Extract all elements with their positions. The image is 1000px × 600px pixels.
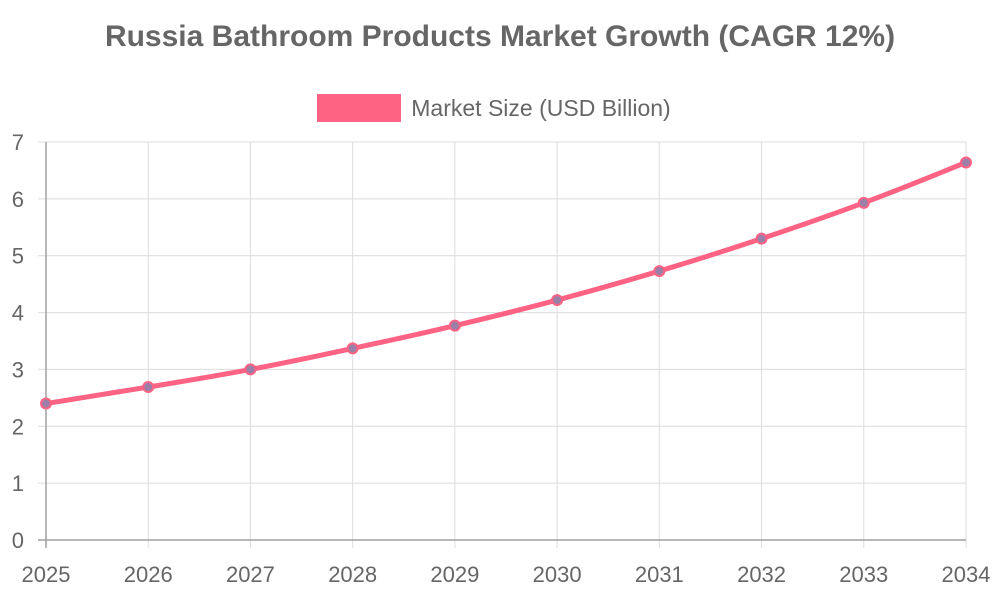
y-tick-label: 2 bbox=[12, 414, 24, 439]
x-tick-label: 2034 bbox=[942, 562, 991, 587]
data-point bbox=[346, 342, 359, 355]
data-point bbox=[142, 381, 155, 394]
x-tick-label: 2026 bbox=[124, 562, 173, 587]
tick-labels: 0 1 2 3 4 5 6 7 2025 2026 2027 2028 2029 2030 2031 2032… bbox=[12, 130, 991, 587]
axes bbox=[38, 142, 966, 548]
y-tick-label: 1 bbox=[12, 471, 24, 496]
series-line bbox=[43, 159, 969, 407]
data-point bbox=[244, 363, 257, 376]
y-tick-label: 3 bbox=[12, 357, 24, 382]
grid bbox=[38, 141, 967, 548]
series bbox=[40, 156, 972, 410]
legend-swatch bbox=[317, 94, 402, 122]
data-point bbox=[755, 232, 768, 245]
x-tick-label: 2032 bbox=[737, 562, 786, 587]
legend[interactable]: Market Size (USD Billion) bbox=[0, 94, 1000, 122]
data-point bbox=[960, 156, 972, 169]
x-tick-label: 2030 bbox=[533, 562, 582, 587]
x-tick-label: 2033 bbox=[839, 562, 888, 587]
chart-title: Russia Bathroom Products Market Growth (… bbox=[104, 20, 896, 53]
y-tick-label: 4 bbox=[12, 301, 24, 326]
data-point bbox=[653, 265, 666, 278]
y-tick-label: 5 bbox=[12, 244, 24, 269]
y-tick-label: 6 bbox=[12, 187, 24, 212]
data-point bbox=[551, 294, 564, 307]
data-point bbox=[857, 196, 870, 209]
data-point bbox=[40, 397, 52, 410]
x-tick-label: 2028 bbox=[328, 562, 377, 587]
y-tick-label: 0 bbox=[12, 528, 24, 553]
x-tick-label: 2027 bbox=[226, 562, 275, 587]
y-tick-label: 7 bbox=[12, 130, 24, 155]
x-tick-label: 2025 bbox=[22, 562, 71, 587]
x-tick-label: 2031 bbox=[635, 562, 684, 587]
data-point bbox=[448, 319, 461, 332]
x-tick-label: 2029 bbox=[430, 562, 479, 587]
legend-label: Market Size (USD Billion) bbox=[411, 94, 671, 121]
